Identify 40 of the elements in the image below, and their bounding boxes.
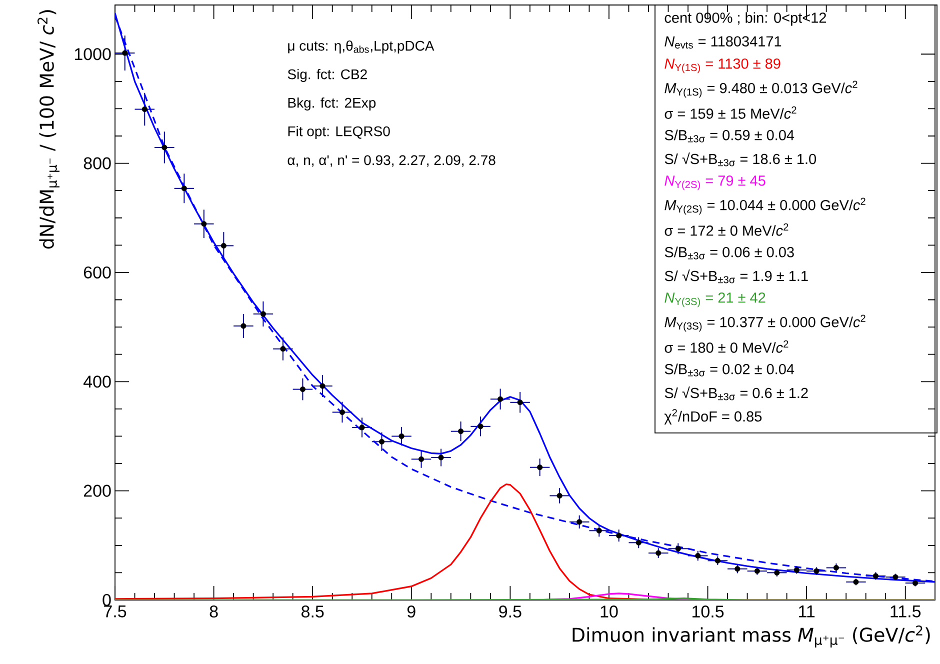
annotation: Bkg. fct: 2Exp — [288, 97, 376, 111]
annotation: S/B$_{±3σ}$ = 0.06 ± 0.03 — [664, 246, 794, 260]
x-tick-label: 9.5 — [499, 606, 522, 618]
annotation: S/ √S+B$_{±3σ}$ = 0.6 ± 1.2 — [664, 386, 808, 400]
x-tick-label: 9 — [407, 606, 416, 618]
x-tick-label: 7.5 — [104, 606, 126, 618]
annotation: N$_{evts}$ = 118034171 — [664, 36, 782, 49]
y-tick-label: 600 — [84, 266, 111, 278]
annotation: σ = 159 ± 15 MeV/c$^{2}$ — [664, 106, 796, 119]
x-tick-label: 8 — [210, 606, 218, 618]
x-tick-label: 10.5 — [692, 606, 724, 618]
annotation: S/ √S+B$_{±3σ}$ = 1.9 ± 1.1 — [664, 270, 808, 284]
annotation: Fit opt: LEQRS0 — [288, 126, 390, 140]
y-tick-label: 1000 — [74, 48, 111, 60]
annotation: μ cuts: η,θ$_{abs}$,Lpt,pDCA — [288, 40, 434, 54]
annotation: S/ √S+B$_{±3σ}$ = 18.6 ± 1.0 — [664, 152, 816, 166]
annotation: M$_{Υ(1S)}$ = 9.480 ± 0.013 GeV/c$^{2}$ — [664, 80, 858, 98]
annotation: Sig. fct: CB2 — [288, 68, 367, 82]
y-tick-label: 800 — [84, 157, 111, 170]
y-tick-label: 0 — [102, 594, 111, 606]
annotation: N$_{Υ(1S)}$ = 1130 ± 89 — [664, 58, 780, 74]
x-tick-label: 10 — [600, 606, 618, 618]
annotation: M$_{Υ(3S)}$ = 10.377 ± 0.000 GeV/c$^{2}$ — [664, 314, 866, 332]
x-tick-label: 11.5 — [890, 606, 921, 618]
y-tick-label: 400 — [84, 376, 111, 388]
annotation: α, n, α', n' = 0.93, 2.27, 2.09, 2.78 — [288, 155, 496, 167]
annotation: M$_{Υ(2S)}$ = 10.044 ± 0.000 GeV/c$^{2}$ — [664, 198, 866, 215]
annotation: N$_{Υ(3S)}$ = 21 ± 42 — [664, 292, 766, 308]
annotation: σ = 180 ± 0 MeV/c$^{2}$ — [664, 340, 788, 353]
x-tick-label: 8.5 — [302, 606, 324, 618]
x-axis-title: Dimuon invariant mass M$_{μ⁺μ⁻}$ (GeV/c$^{2}$) — [572, 626, 930, 648]
annotation: χ$^{2}$/nDoF = 0.85 — [664, 409, 762, 424]
annotation: cent 090% ; bin: 0<pt<12 — [664, 12, 826, 26]
annotation: S/B$_{±3σ}$ = 0.02 ± 0.04 — [664, 364, 794, 376]
x-tick-label: 11 — [799, 606, 815, 618]
annotation: S/B$_{±3σ}$ = 0.59 ± 0.04 — [664, 130, 794, 142]
y-tick-label: 200 — [84, 484, 111, 497]
annotation: N$_{Υ(2S)}$ = 79 ± 45 — [664, 175, 766, 190]
y-axis-title: dN/dM$_{μ⁺μ⁻}$ / (100 MeV/ c$^{2}$) — [38, 10, 60, 249]
annotation: σ = 172 ± 0 MeV/c$^{2}$ — [664, 223, 788, 236]
